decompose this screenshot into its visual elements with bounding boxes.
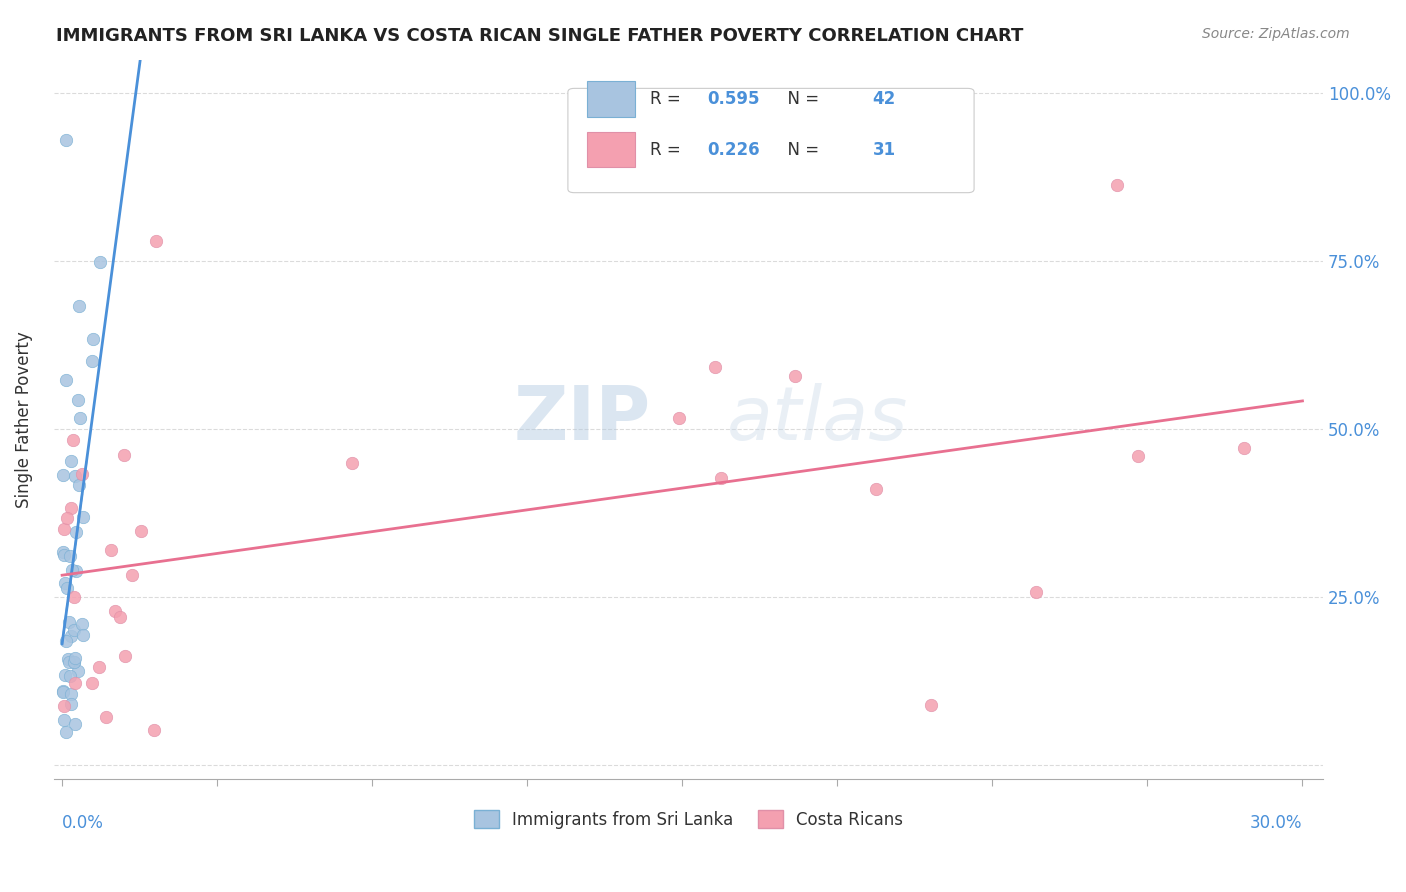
Point	[60, 453, 83, 467]
Point	[62, 623, 84, 637]
Point	[82, 676, 104, 690]
Point	[62, 434, 84, 448]
FancyBboxPatch shape	[568, 88, 974, 193]
Point	[129, 524, 152, 538]
Text: R =: R =	[651, 141, 686, 159]
Point	[66, 664, 89, 678]
Point	[108, 609, 131, 624]
Point	[63, 591, 86, 605]
Text: 31: 31	[873, 141, 896, 159]
Point	[59, 669, 82, 683]
Point	[51, 685, 73, 699]
Point	[51, 683, 73, 698]
Point	[52, 467, 75, 482]
Point	[53, 714, 76, 728]
Point	[103, 604, 125, 618]
Text: Source: ZipAtlas.com: Source: ZipAtlas.com	[1202, 27, 1350, 41]
Point	[52, 545, 75, 559]
Text: N =: N =	[778, 141, 825, 159]
Point	[89, 255, 111, 269]
Point	[72, 617, 94, 632]
Point	[63, 656, 86, 670]
Point	[668, 411, 690, 425]
Text: 0.226: 0.226	[707, 141, 761, 159]
Point	[69, 410, 91, 425]
Point	[53, 548, 76, 562]
Point	[52, 699, 75, 714]
Point	[121, 568, 143, 582]
Text: R =: R =	[651, 90, 686, 108]
Point	[72, 628, 94, 642]
Point	[52, 522, 75, 536]
Point	[1105, 178, 1128, 192]
Point	[710, 471, 733, 485]
Point	[60, 697, 83, 711]
Point	[58, 615, 80, 629]
Point	[67, 478, 90, 492]
Point	[96, 709, 118, 723]
FancyBboxPatch shape	[586, 131, 636, 168]
Point	[63, 468, 86, 483]
Point	[703, 359, 725, 374]
Point	[65, 564, 87, 578]
Point	[59, 629, 82, 643]
Point	[340, 456, 363, 470]
FancyBboxPatch shape	[586, 81, 636, 117]
Point	[55, 724, 77, 739]
Legend: Immigrants from Sri Lanka, Costa Ricans: Immigrants from Sri Lanka, Costa Ricans	[467, 804, 910, 835]
Point	[920, 698, 942, 712]
Point	[55, 133, 77, 147]
Text: ZIP: ZIP	[513, 383, 651, 456]
Point	[59, 549, 82, 563]
Point	[82, 332, 104, 346]
Point	[66, 393, 89, 408]
Point	[100, 543, 122, 558]
Point	[80, 353, 103, 368]
Point	[865, 482, 887, 496]
Point	[67, 299, 90, 313]
Point	[55, 633, 77, 648]
Text: IMMIGRANTS FROM SRI LANKA VS COSTA RICAN SINGLE FATHER POVERTY CORRELATION CHART: IMMIGRANTS FROM SRI LANKA VS COSTA RICAN…	[56, 27, 1024, 45]
Y-axis label: Single Father Poverty: Single Father Poverty	[15, 331, 32, 508]
Text: N =: N =	[778, 90, 825, 108]
Point	[70, 467, 93, 482]
Point	[63, 717, 86, 731]
Point	[65, 525, 87, 540]
Point	[65, 676, 87, 690]
Text: 0.0%: 0.0%	[62, 814, 104, 831]
Point	[56, 510, 79, 524]
Point	[114, 648, 136, 663]
Point	[63, 656, 86, 670]
Point	[145, 234, 167, 248]
Point	[1126, 449, 1149, 463]
Point	[112, 448, 135, 462]
Point	[56, 581, 79, 595]
Point	[87, 660, 110, 674]
Text: atlas: atlas	[727, 384, 908, 455]
Point	[53, 575, 76, 590]
Point	[142, 723, 165, 737]
Point	[56, 652, 79, 666]
Text: 30.0%: 30.0%	[1250, 814, 1302, 831]
Point	[60, 501, 83, 516]
Point	[60, 687, 83, 701]
Point	[53, 668, 76, 682]
Text: 42: 42	[873, 90, 896, 108]
Point	[60, 563, 83, 577]
Point	[55, 373, 77, 387]
Point	[72, 509, 94, 524]
Point	[1025, 585, 1047, 599]
Point	[783, 369, 806, 384]
Text: 0.595: 0.595	[707, 90, 761, 108]
Point	[1233, 441, 1256, 455]
Point	[63, 650, 86, 665]
Point	[58, 655, 80, 669]
